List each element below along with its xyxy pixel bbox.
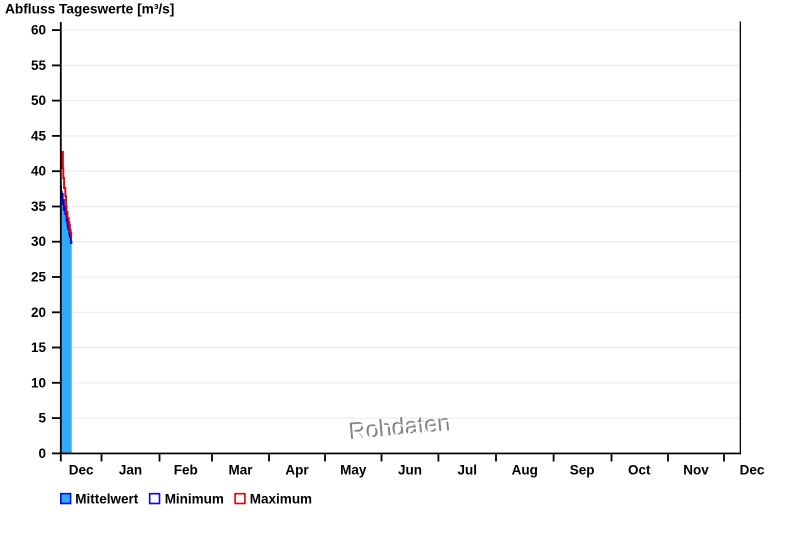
svg-text:10: 10	[31, 375, 46, 390]
svg-text:Dec: Dec	[69, 463, 94, 478]
svg-text:0: 0	[38, 446, 46, 461]
svg-text:Minimum: Minimum	[165, 491, 224, 506]
svg-text:55: 55	[31, 58, 47, 73]
svg-text:Aug: Aug	[512, 463, 538, 478]
svg-text:Mittelwert: Mittelwert	[75, 491, 139, 506]
svg-text:Oct: Oct	[628, 463, 651, 478]
svg-text:Nov: Nov	[683, 463, 709, 478]
svg-text:Jun: Jun	[398, 463, 422, 478]
svg-text:30: 30	[31, 234, 46, 249]
svg-text:Mar: Mar	[228, 463, 253, 478]
svg-text:Apr: Apr	[285, 463, 309, 478]
svg-text:Maximum: Maximum	[250, 491, 312, 506]
svg-text:35: 35	[31, 199, 47, 214]
svg-text:May: May	[340, 463, 367, 478]
svg-text:Jan: Jan	[119, 463, 142, 478]
svg-text:40: 40	[31, 164, 46, 179]
svg-text:25: 25	[31, 270, 47, 285]
svg-text:Sep: Sep	[570, 463, 595, 478]
svg-text:45: 45	[31, 128, 47, 143]
svg-text:20: 20	[31, 305, 46, 320]
svg-text:Dec: Dec	[740, 463, 765, 478]
svg-text:Feb: Feb	[174, 463, 198, 478]
svg-text:5: 5	[38, 411, 46, 426]
svg-text:Jul: Jul	[457, 463, 477, 478]
svg-text:15: 15	[31, 340, 47, 355]
svg-text:50: 50	[31, 93, 46, 108]
svg-text:60: 60	[31, 23, 46, 38]
svg-text:Abfluss Tageswerte [m³/s]: Abfluss Tageswerte [m³/s]	[5, 2, 174, 17]
